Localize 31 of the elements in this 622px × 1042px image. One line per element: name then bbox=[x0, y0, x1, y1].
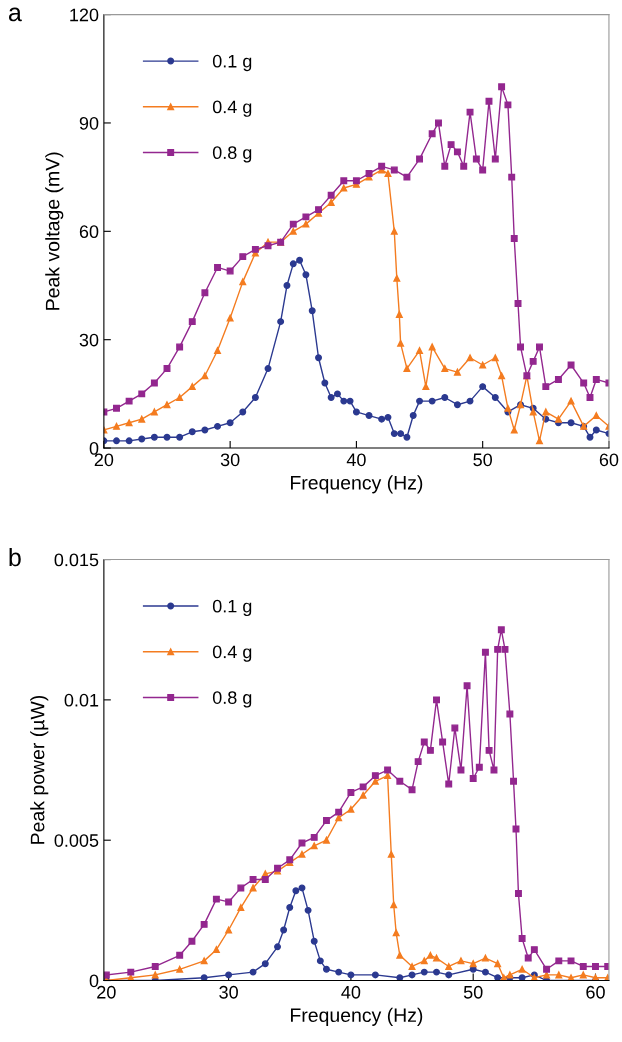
x-tick-label: 20 bbox=[97, 985, 116, 999]
x-tick-label: 30 bbox=[219, 985, 238, 999]
x-tick-label: 60 bbox=[599, 453, 619, 467]
x-tick-label: 30 bbox=[220, 453, 240, 467]
x-tick-label: 40 bbox=[341, 985, 361, 999]
x-axis-title: Frequency (Hz) bbox=[291, 475, 423, 494]
legend-label: 0.8 g bbox=[212, 146, 252, 163]
legend-label: 0.8 g bbox=[212, 691, 252, 708]
x-axis-title: Frequency (Hz) bbox=[291, 1007, 423, 1026]
legend-label: 0.1 g bbox=[212, 54, 252, 72]
legend-label: 0.4 g bbox=[212, 100, 252, 117]
y-tick-label: 0.005 bbox=[54, 834, 99, 847]
x-tick-label: 60 bbox=[586, 985, 605, 999]
y-tick-label: 0.01 bbox=[64, 693, 99, 707]
y-tick-label: 90 bbox=[79, 116, 99, 130]
chart-title: b bbox=[9, 547, 21, 567]
legend-label: 0.1 g bbox=[212, 599, 252, 617]
y-tick-label: 120 bbox=[70, 8, 99, 22]
y-tick-label: 60 bbox=[79, 225, 99, 239]
y-axis-title: Peak power (µW) bbox=[30, 695, 49, 844]
x-tick-label: 50 bbox=[473, 453, 493, 467]
y-tick-label: 0.015 bbox=[54, 553, 99, 567]
y-axis-title: Peak voltage (mV) bbox=[45, 152, 64, 310]
x-tick-label: 50 bbox=[463, 985, 483, 999]
y-tick-label: 0 bbox=[89, 441, 99, 455]
y-tick-label: 0 bbox=[89, 974, 99, 988]
x-tick-label: 40 bbox=[346, 453, 366, 467]
y-tick-label: 30 bbox=[79, 333, 99, 347]
chart-title: a bbox=[8, 7, 22, 22]
x-tick-label: 20 bbox=[94, 453, 114, 467]
legend-label: 0.4 g bbox=[212, 645, 252, 662]
